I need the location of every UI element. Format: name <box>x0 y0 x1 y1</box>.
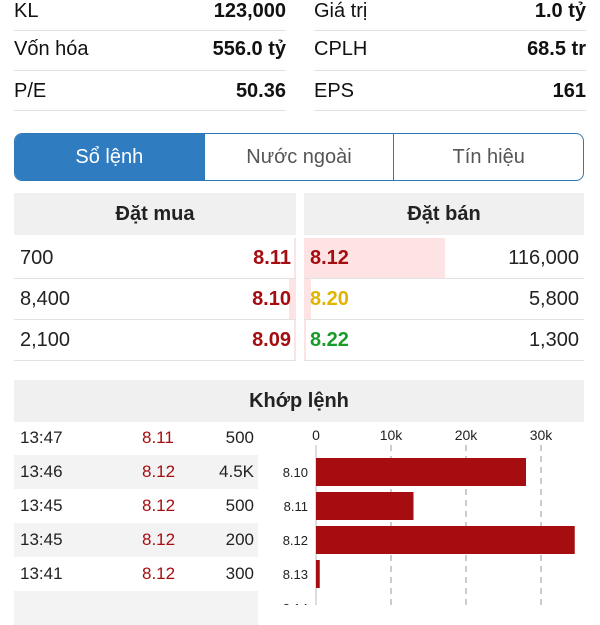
trade-row: 13:46 8.12 4.5K <box>14 455 258 489</box>
bid-price: 8.10 <box>252 288 291 310</box>
x-tick-label: 10k <box>380 427 404 443</box>
segmented-tabs: Sổ lệnh Nước ngoài Tín hiệu <box>14 133 584 181</box>
stat-pe: P/E 50.36 <box>14 71 286 111</box>
stat-value-traded: Giá trị 1.0 tỷ <box>314 0 586 31</box>
matched-orders-title: Khớp lệnh <box>14 380 584 422</box>
bid-volume: 8,400 <box>20 288 71 310</box>
bid-depth-bar <box>294 320 296 360</box>
stat-value: 68.5 tr <box>527 37 586 60</box>
bid-price: 8.09 <box>252 329 291 351</box>
sell-header: Đặt bán <box>304 193 584 235</box>
x-tick-label: 20k <box>455 427 479 443</box>
tab-foreign[interactable]: Nước ngoài <box>203 134 394 180</box>
ask-price: 8.12 <box>310 247 349 269</box>
divider <box>314 70 586 71</box>
x-tick-label: 30k <box>530 427 554 443</box>
stat-label: P/E <box>14 79 47 102</box>
trade-row <box>14 591 258 625</box>
divider <box>314 110 586 111</box>
stat-value: 123,000 <box>213 0 286 22</box>
divider <box>304 278 584 279</box>
trade-time: 13:47 <box>20 428 63 447</box>
stat-shares-outstanding: CPLH 68.5 tr <box>314 29 586 69</box>
buy-header: Đặt mua <box>14 193 296 235</box>
tab-order-book[interactable]: Sổ lệnh <box>15 134 204 180</box>
stat-row: P/E 50.36 EPS 161 <box>0 71 600 111</box>
bid-volume: 2,100 <box>20 329 71 351</box>
trade-volume: 300 <box>225 564 254 583</box>
divider <box>14 360 296 361</box>
stat-value: 161 <box>552 79 586 102</box>
ask-price: 8.20 <box>310 288 349 310</box>
volume-bar <box>316 458 526 486</box>
divider <box>14 30 286 31</box>
order-book-row: 2,100 8.09 8.22 1,300 <box>0 320 600 360</box>
stat-value: 50.36 <box>235 79 286 102</box>
trade-volume: 200 <box>225 530 254 549</box>
stat-row: Vốn hóa 556.0 tỷ CPLH 68.5 tr <box>0 29 600 69</box>
divider <box>14 278 296 279</box>
ask-volume: 5,800 <box>528 288 579 310</box>
bid-depth-bar <box>288 279 296 319</box>
stat-label: Vốn hóa <box>14 37 89 60</box>
stat-label: CPLH <box>314 37 368 60</box>
volume-bar <box>316 560 320 588</box>
trade-price: 8.12 <box>142 530 176 549</box>
ask-depth-bar <box>304 279 312 319</box>
trade-row: 13:45 8.12 200 <box>14 523 258 557</box>
divider <box>14 110 286 111</box>
y-tick-label: 8.11 <box>284 499 308 514</box>
volume-bar <box>316 492 414 520</box>
y-tick-label: 8.12 <box>283 533 308 548</box>
tab-signals[interactable]: Tín hiệu <box>393 134 583 180</box>
y-tick-label: 8.10 <box>283 465 308 480</box>
stat-market-cap: Vốn hóa 556.0 tỷ <box>14 29 286 69</box>
trade-volume: 500 <box>225 428 254 447</box>
stat-label: Giá trị <box>314 0 368 22</box>
divider <box>304 319 584 320</box>
trade-volume: 4.5K <box>219 462 254 481</box>
trade-row: 13:45 8.12 500 <box>14 489 258 523</box>
stat-value: 1.0 tỷ <box>534 0 586 22</box>
trade-price: 8.12 <box>142 564 176 583</box>
stat-label: KL <box>14 0 39 22</box>
bid-depth-bar <box>294 238 296 278</box>
trade-row: 13:47 8.11 500 <box>14 421 258 455</box>
trade-row: 13:41 8.12 300 <box>14 557 258 591</box>
ask-depth-bar <box>304 320 306 360</box>
ask-depth-bar <box>304 238 445 278</box>
divider <box>304 360 584 361</box>
ask-price: 8.22 <box>310 329 349 351</box>
trade-time: 13:41 <box>20 564 63 583</box>
bid-price: 8.11 <box>253 247 291 269</box>
stat-label: EPS <box>314 79 355 102</box>
price-volume-chart: 0 10k 20k 30k 8.10 8.11 8.12 8.13 8.14 <box>283 427 575 605</box>
trade-price: 8.12 <box>142 496 176 515</box>
volume-bar <box>316 526 575 554</box>
ask-volume: 1,300 <box>528 329 579 351</box>
bid-volume: 700 <box>20 247 54 269</box>
trade-time: 13:46 <box>20 462 63 481</box>
trade-price: 8.12 <box>142 462 176 481</box>
x-tick-label: 0 <box>312 427 320 443</box>
y-tick-label: 8.13 <box>283 567 308 582</box>
stat-volume: KL 123,000 <box>14 0 286 31</box>
ask-volume: 116,000 <box>508 247 579 269</box>
trade-time: 13:45 <box>20 530 63 549</box>
stat-row: KL 123,000 Giá trị 1.0 tỷ <box>0 0 600 31</box>
divider <box>314 30 586 31</box>
trade-time: 13:45 <box>20 496 63 515</box>
divider <box>14 70 286 71</box>
stat-eps: EPS 161 <box>314 71 586 111</box>
order-book-row: 700 8.11 8.12 116,000 <box>0 238 600 278</box>
divider <box>14 319 296 320</box>
y-tick-label: 8.14 <box>283 601 308 605</box>
trade-price: 8.11 <box>142 428 174 447</box>
stat-value: 556.0 tỷ <box>212 37 286 60</box>
trade-volume: 500 <box>225 496 254 515</box>
order-book-row: 8,400 8.10 8.20 5,800 <box>0 279 600 319</box>
